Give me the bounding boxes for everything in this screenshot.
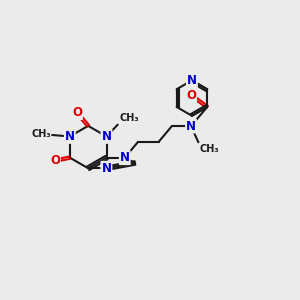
Text: O: O xyxy=(50,154,60,167)
Text: N: N xyxy=(65,130,75,143)
Text: N: N xyxy=(101,130,112,143)
Text: CH₃: CH₃ xyxy=(31,129,51,140)
Text: O: O xyxy=(186,89,196,102)
Text: N: N xyxy=(187,74,197,87)
Text: CH₃: CH₃ xyxy=(200,144,220,154)
Text: O: O xyxy=(72,106,82,119)
Text: N: N xyxy=(186,120,196,133)
Text: N: N xyxy=(101,162,111,175)
Text: CH₃: CH₃ xyxy=(119,113,139,123)
Text: N: N xyxy=(120,151,130,164)
